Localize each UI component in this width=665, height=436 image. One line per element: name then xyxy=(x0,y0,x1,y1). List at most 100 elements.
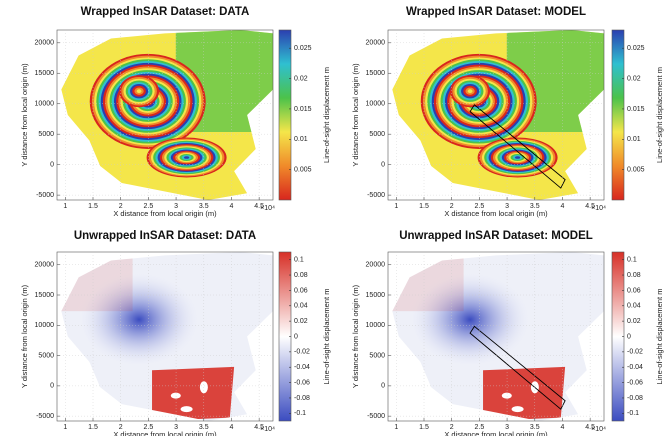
colorbar-tick-label: 0.02 xyxy=(627,75,641,82)
map-image xyxy=(57,30,273,200)
y-tick-label: 10000 xyxy=(366,101,386,108)
figure: Wrapped InSAR Dataset: DATA11.522.533.54… xyxy=(0,0,665,436)
x-axis-label: X distance from local origin (m) xyxy=(113,209,217,218)
map-background xyxy=(57,252,133,311)
y-tick-label: 10000 xyxy=(35,101,55,108)
panel-title: Wrapped InSAR Dataset: MODEL xyxy=(406,6,586,18)
colorbar-tick-label: -0.1 xyxy=(294,410,306,417)
colorbar-tick-label: 0.06 xyxy=(627,287,641,294)
hole xyxy=(171,393,181,399)
colorbar-tick-label: -0.06 xyxy=(294,379,310,386)
y-tick-label: 5000 xyxy=(38,352,54,359)
colorbar-tick-label: 0.015 xyxy=(294,106,312,113)
hole xyxy=(502,393,512,399)
fringe xyxy=(137,89,142,93)
colorbar-tick-label: -0.02 xyxy=(627,349,643,356)
y-tick-label: -5000 xyxy=(367,192,385,199)
x-axis-label: X distance from local origin (m) xyxy=(113,430,217,436)
colorbar-tick-label: 0.1 xyxy=(294,257,304,264)
colorbar-tick-label: -0.08 xyxy=(627,395,643,402)
colorbar-tick-label: 0.08 xyxy=(294,272,308,279)
x-tick-label: 1.5 xyxy=(419,424,429,431)
colorbar-tick-label: 0.02 xyxy=(627,318,641,325)
y-tick-label: 20000 xyxy=(366,40,386,47)
y-tick-label: 20000 xyxy=(366,262,386,269)
y-tick-label: 0 xyxy=(50,383,54,390)
y-tick-label: 10000 xyxy=(35,322,55,329)
y-tick-label: 5000 xyxy=(369,352,385,359)
x-tick-label: 4 xyxy=(230,424,234,431)
y-tick-label: -5000 xyxy=(367,413,385,420)
x-multiplier: ×10⁴ xyxy=(591,205,606,212)
y-tick-label: 20000 xyxy=(35,262,55,269)
colorbar-tick-label: 0.02 xyxy=(294,75,308,82)
y-axis-label: Y distance from local origin (m) xyxy=(351,63,360,167)
panel-title: Unwrapped InSAR Dataset: MODEL xyxy=(399,230,593,242)
colorbar-tick-label: 0 xyxy=(627,333,631,340)
x-tick-label: 4 xyxy=(561,424,565,431)
colorbar-tick-label: -0.06 xyxy=(627,379,643,386)
y-axis-label: Y distance from local origin (m) xyxy=(20,63,29,167)
map-image xyxy=(388,252,604,421)
y-axis-label: Y distance from local origin (m) xyxy=(20,284,29,388)
y-tick-label: 5000 xyxy=(38,131,54,138)
map-image xyxy=(57,252,273,421)
uplift xyxy=(152,367,234,421)
y-tick-label: 15000 xyxy=(366,292,386,299)
colorbar-tick-label: 0.01 xyxy=(294,136,308,143)
y-tick-label: -5000 xyxy=(36,192,54,199)
x-multiplier: ×10⁴ xyxy=(260,426,275,433)
y-tick-label: 10000 xyxy=(366,322,386,329)
colorbar-tick-label: -0.08 xyxy=(294,395,310,402)
colorbar-tick-label: -0.1 xyxy=(627,410,639,417)
colorbar-tick-label: -0.04 xyxy=(294,364,310,371)
x-tick-label: 1.5 xyxy=(88,424,98,431)
x-tick-label: 1 xyxy=(63,424,67,431)
x-tick-label: 1.5 xyxy=(419,203,429,210)
colorbar-tick-label: 0.1 xyxy=(627,257,637,264)
x-axis-label: X distance from local origin (m) xyxy=(444,430,548,436)
colorbar-tick-label: 0.08 xyxy=(627,272,641,279)
colorbar-tick-label: 0.04 xyxy=(294,303,308,310)
y-tick-label: 20000 xyxy=(35,40,55,47)
x-multiplier: ×10⁴ xyxy=(591,426,606,433)
y-tick-label: 15000 xyxy=(35,70,55,77)
colorbar-tick-label: 0.02 xyxy=(294,318,308,325)
colorbar xyxy=(279,30,291,200)
colorbar-tick-label: -0.02 xyxy=(294,349,310,356)
colorbar-label: Line-of-sight displacement m xyxy=(322,289,331,385)
colorbar-tick-label: 0.01 xyxy=(627,136,641,143)
fringe xyxy=(468,89,473,93)
y-tick-label: 15000 xyxy=(366,70,386,77)
y-tick-label: -5000 xyxy=(36,413,54,420)
fringe xyxy=(184,156,189,159)
x-tick-label: 4 xyxy=(561,203,565,210)
map-image xyxy=(388,30,604,200)
x-multiplier: ×10⁴ xyxy=(260,205,275,212)
panel-title: Wrapped InSAR Dataset: DATA xyxy=(81,6,250,18)
hole xyxy=(512,406,524,412)
colorbar-label: Line-of-sight displacement m xyxy=(655,289,664,385)
colorbar-tick-label: 0.005 xyxy=(627,166,645,173)
x-tick-label: 1 xyxy=(394,424,398,431)
uplift xyxy=(483,367,565,421)
y-tick-label: 0 xyxy=(50,162,54,169)
colorbar-tick-label: 0.025 xyxy=(294,45,312,52)
y-tick-label: 0 xyxy=(381,162,385,169)
panel-title: Unwrapped InSAR Dataset: DATA xyxy=(74,230,256,242)
colorbar-tick-label: 0 xyxy=(294,333,298,340)
colorbar-tick-label: 0.06 xyxy=(294,287,308,294)
colorbar-tick-label: 0.04 xyxy=(627,303,641,310)
colorbar-tick-label: 0.015 xyxy=(627,106,645,113)
colorbar-tick-label: 0.005 xyxy=(294,166,312,173)
y-tick-label: 15000 xyxy=(35,292,55,299)
fringe xyxy=(515,156,520,159)
panel: Wrapped InSAR Dataset: DATA11.522.533.54… xyxy=(20,6,331,218)
y-tick-label: 0 xyxy=(381,383,385,390)
colorbar-label: Line-of-sight displacement m xyxy=(655,67,664,163)
x-tick-label: 4 xyxy=(230,203,234,210)
hole xyxy=(181,406,193,412)
